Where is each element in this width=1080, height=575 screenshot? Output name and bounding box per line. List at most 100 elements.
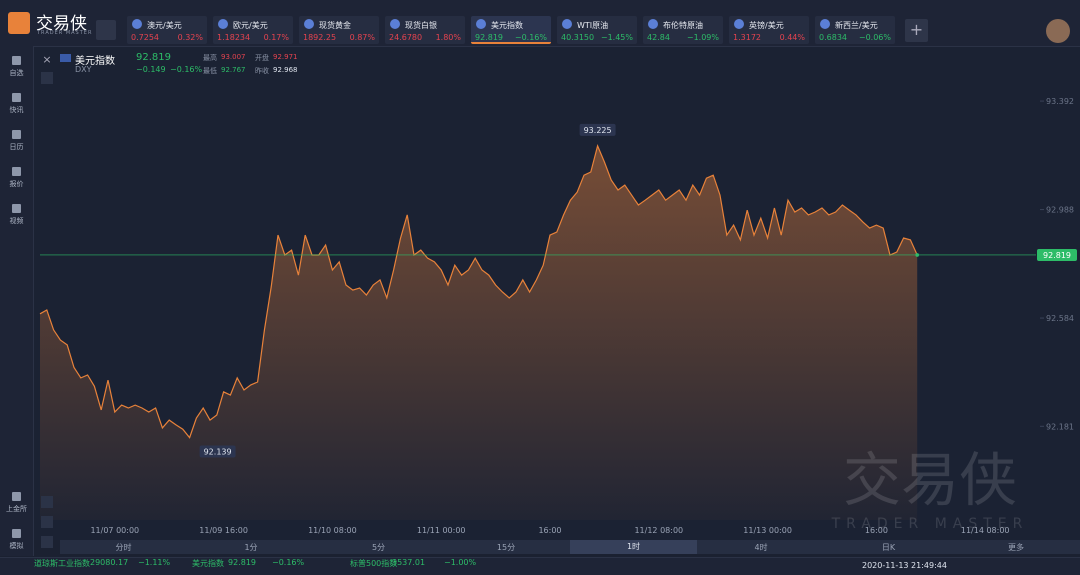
ticker[interactable]: 欧元/美元 1.18234 0.17% (213, 16, 293, 44)
timeframe[interactable]: 日K (881, 543, 896, 552)
avatar[interactable] (1046, 19, 1070, 43)
ticker-icon (218, 19, 228, 29)
tool-button[interactable] (41, 516, 53, 528)
ticker-icon (734, 19, 744, 29)
timeframe-bar: 分时 1分 5分 15分 1时 4时 日K 更多 (60, 540, 1080, 554)
add-button[interactable]: + (905, 19, 928, 42)
ticker[interactable]: 澳元/美元 0.7254 0.32% (127, 16, 207, 44)
x-tick-label: 11/09 16:00 (199, 526, 248, 535)
quote-price: 92.819 (136, 52, 171, 63)
sidebar: 自选快讯日历报价视频上金所模拟 (0, 46, 34, 556)
quote-change-pct: −0.16% (170, 65, 203, 74)
high-label-box (579, 123, 616, 136)
low-label-box (199, 445, 236, 458)
high-label: 93.225 (584, 126, 612, 135)
icon (12, 56, 21, 65)
ticker[interactable]: WTI原油 40.3150 −1.45% (557, 16, 637, 44)
low-label: 92.139 (204, 448, 232, 457)
ticker-price: 1.18234 (217, 33, 251, 42)
x-tick-label: 11/11 00:00 (417, 526, 466, 535)
ticker-name: 英镑/美元 (749, 21, 784, 30)
y-tick-label: 92.584 (1046, 314, 1074, 323)
timeframe[interactable]: 5分 (371, 543, 386, 552)
sidebar-item[interactable]: 模拟 (0, 529, 33, 551)
ticker[interactable]: 现货黄金 1892.25 0.87% (299, 16, 379, 44)
x-tick-label: 16:00 (538, 526, 561, 535)
ticker-price: 92.819 (475, 33, 503, 42)
ticker[interactable]: 现货白银 24.6780 1.80% (385, 16, 465, 44)
ticker-icon (476, 19, 486, 29)
index-name: 标普500指数 (350, 559, 398, 568)
sidebar-label: 报价 (9, 180, 24, 188)
timeframe[interactable]: 分时 (115, 543, 132, 552)
ticker-change: 0.32% (177, 33, 203, 42)
ticker-change: 0.44% (779, 33, 805, 42)
ticker[interactable]: 美元指数 92.819 −0.16% (471, 16, 551, 44)
index-price: 29080.17 (90, 558, 129, 567)
ticker-icon (820, 19, 830, 29)
icon (12, 204, 21, 213)
field-value: 92.971 (273, 53, 298, 61)
timeframe[interactable]: 1时 (570, 540, 697, 554)
ticker-name: 澳元/美元 (147, 21, 182, 30)
x-tick-label: 11/13 00:00 (743, 526, 792, 535)
icon (12, 167, 21, 176)
logo-sub: TRADER MASTER (37, 30, 93, 36)
ticker[interactable]: 英镑/美元 1.3172 0.44% (729, 16, 809, 44)
ticker-icon (132, 19, 142, 29)
close-button[interactable]: × (42, 53, 52, 66)
ticker-change: 0.87% (349, 33, 375, 42)
sidebar-item[interactable]: 日历 (0, 130, 33, 152)
tool-button[interactable] (41, 72, 53, 84)
last-point (915, 253, 919, 257)
sidebar-item[interactable]: 快讯 (0, 93, 33, 115)
field-label: 开盘 (255, 54, 269, 62)
x-tick-label: 11/10 08:00 (308, 526, 357, 535)
sidebar-item[interactable]: 报价 (0, 167, 33, 189)
sidebar-label: 自选 (9, 69, 24, 77)
icon (12, 529, 21, 538)
x-tick-label: 11/12 08:00 (634, 526, 683, 535)
y-tick-label: 93.392 (1046, 97, 1074, 106)
timeframe[interactable]: 15分 (496, 543, 516, 552)
status-bar: 道琼斯工业指数 29080.17 −1.11% 美元指数 92.819 −0.16% 标普5… (0, 557, 1080, 575)
ticker-icon (562, 19, 572, 29)
tool-button[interactable] (41, 496, 53, 508)
last-price-label: 92.819 (1043, 251, 1071, 260)
watermark-sub: TRADER MASTER (831, 516, 1029, 532)
sidebar-label: 视频 (9, 217, 24, 225)
sidebar-label: 上金所 (6, 505, 27, 513)
index-price: 3537.01 (392, 558, 426, 567)
ticker-change: −0.16% (514, 33, 547, 42)
sidebar-item[interactable]: 视频 (0, 204, 33, 226)
sidebar-label: 快讯 (9, 106, 24, 114)
timeframe[interactable]: 4时 (754, 543, 768, 552)
ticker[interactable]: 布伦特原油 42.84 −1.09% (643, 16, 723, 44)
sidebar-label: 日历 (9, 143, 24, 151)
sidebar-item[interactable]: 自选 (0, 56, 33, 78)
ticker[interactable]: 新西兰/美元 0.6834 −0.06% (815, 16, 895, 44)
ticker-change: −1.45% (600, 33, 633, 42)
ticker-price: 42.84 (647, 33, 670, 42)
index-price: 92.819 (228, 558, 256, 567)
quote-name[interactable]: 美元指数 (75, 56, 115, 67)
ticker-name: 欧元/美元 (233, 21, 268, 30)
watermark: 交易侠 (843, 446, 1017, 514)
index-change: −1.11% (138, 558, 171, 567)
index-change: −0.16% (272, 558, 305, 567)
area-fill (40, 145, 918, 520)
quote-header: 美元指数 92.819 DXY −0.149 −0.16% 最高 93.007 开盘… (60, 52, 320, 75)
quote-change: −0.149 (136, 65, 166, 74)
field-value: 92.767 (221, 66, 246, 74)
timeframe[interactable]: 1分 (244, 543, 258, 552)
quote-code: DXY (75, 65, 92, 74)
tool-button[interactable] (41, 536, 53, 548)
ticker-name: 现货黄金 (319, 21, 351, 30)
sidebar-item[interactable]: 上金所 (0, 492, 33, 514)
grid-button[interactable] (96, 20, 116, 40)
ticker-price: 24.6780 (389, 33, 423, 42)
logo: 交易侠 (36, 14, 87, 34)
ticker-name: 现货白银 (405, 21, 437, 30)
timeframe[interactable]: 更多 (1008, 543, 1024, 552)
